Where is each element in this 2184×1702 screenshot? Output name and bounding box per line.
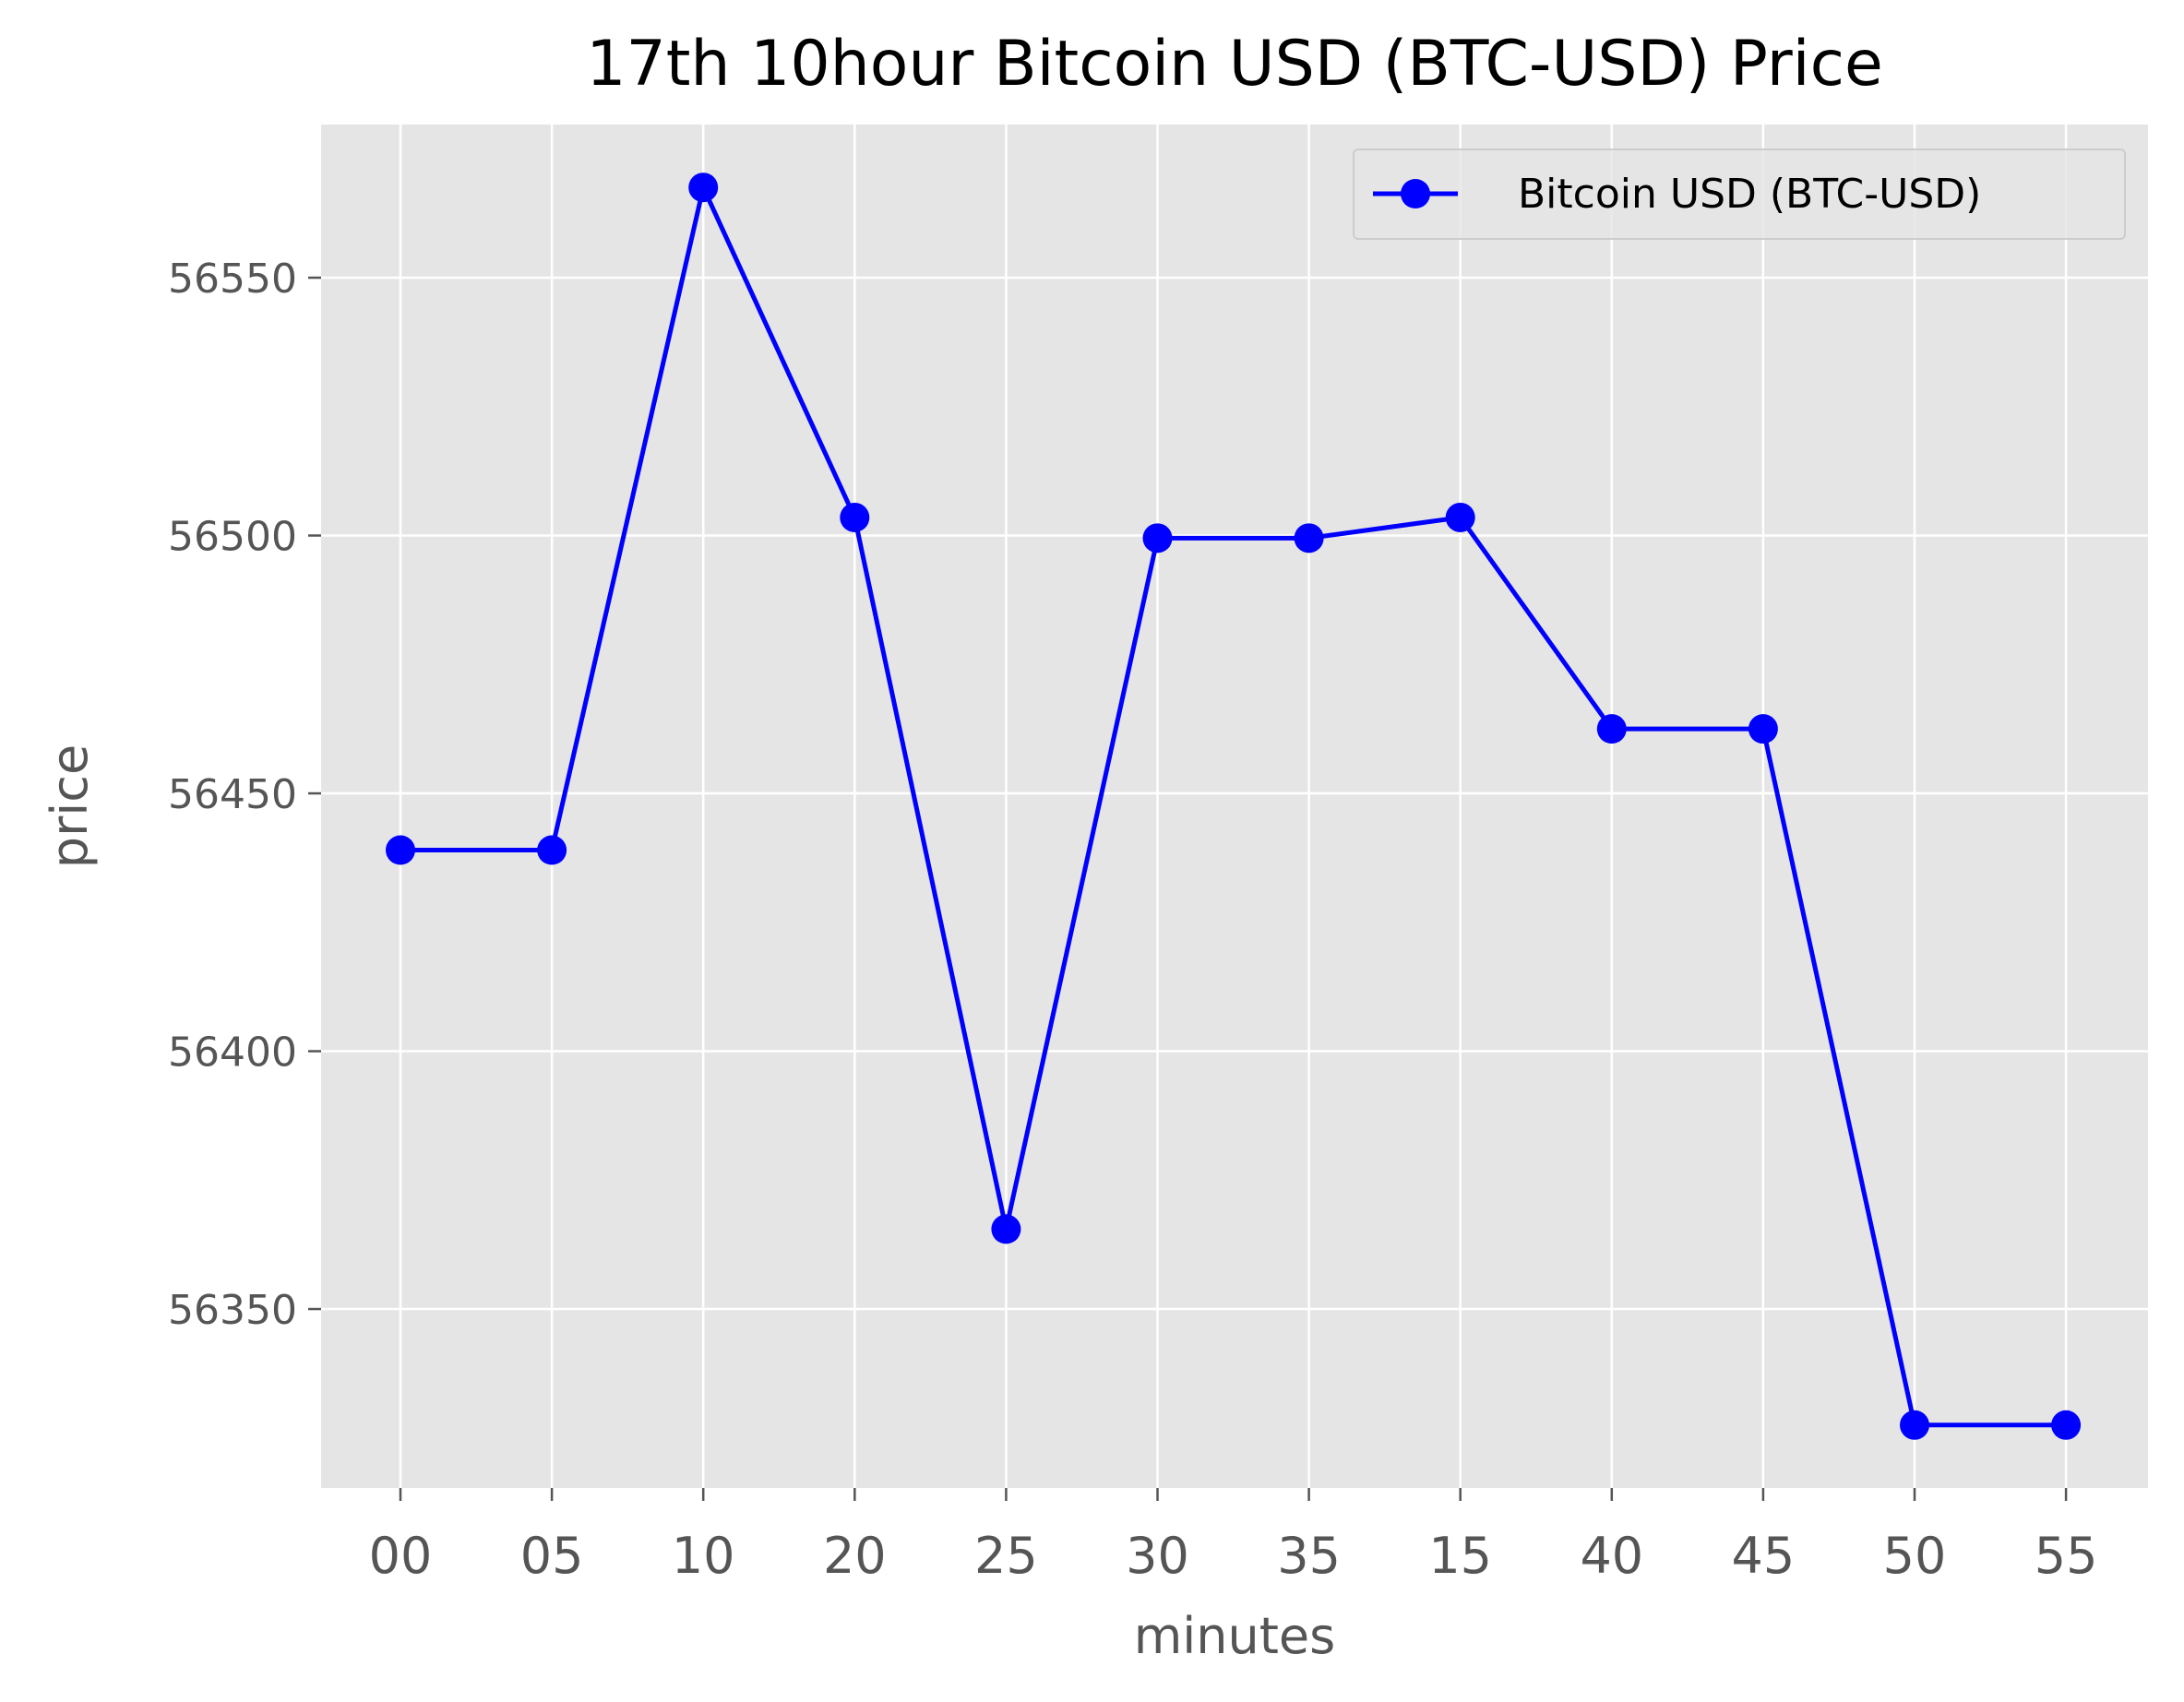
y-axis-label: price	[41, 744, 99, 868]
y-tick-labels: 56350 56400 56450 56500 56550	[168, 256, 297, 1334]
legend-label: Bitcoin USD (BTC-USD)	[1518, 171, 1981, 218]
x-tick-label: 50	[1883, 1527, 1947, 1585]
data-point	[840, 502, 870, 532]
x-axis-label: minutes	[1134, 1607, 1336, 1665]
x-tick-label: 35	[1277, 1527, 1341, 1585]
x-tick-label: 10	[672, 1527, 735, 1585]
series-line	[400, 180, 2067, 1428]
y-tick-label: 56500	[168, 514, 297, 561]
legend: Bitcoin USD (BTC-USD)	[1353, 149, 2126, 240]
data-point	[1596, 714, 1627, 744]
series-group	[386, 173, 2082, 1440]
data-point	[1445, 502, 1475, 532]
y-tick-label: 56400	[168, 1030, 297, 1077]
x-tick-label: 00	[369, 1527, 433, 1585]
x-tick-label: 55	[2035, 1527, 2098, 1585]
x-tick-label: 05	[520, 1527, 584, 1585]
x-tick-label: 25	[974, 1527, 1038, 1585]
legend-box	[1353, 149, 2126, 240]
grid-lines	[321, 125, 2148, 1488]
x-tick-label: 40	[1580, 1527, 1643, 1585]
x-tick-label: 20	[823, 1527, 887, 1585]
x-tick-labels: 00 05 10 20 25 30 35 15 40 45 50 55	[369, 1527, 2098, 1585]
data-point	[688, 173, 719, 203]
data-point	[1900, 1410, 1929, 1440]
data-point	[1294, 523, 1324, 553]
data-point	[991, 1214, 1021, 1244]
y-tick-label: 56450	[168, 771, 297, 818]
x-tick-label: 15	[1428, 1527, 1492, 1585]
data-point	[386, 835, 415, 865]
y-tick-label: 56550	[168, 256, 297, 303]
x-tick-label: 45	[1732, 1527, 1796, 1585]
y-tick-label: 56350	[168, 1287, 297, 1334]
legend-marker-swatch	[1401, 179, 1430, 208]
data-point	[2051, 1410, 2082, 1440]
data-point	[1748, 714, 1778, 744]
axis-ticks	[308, 276, 2068, 1501]
chart-title: 17th 10hour Bitcoin USD (BTC-USD) Price	[586, 28, 1883, 101]
data-point	[1142, 523, 1173, 553]
data-point	[537, 835, 567, 865]
plot-area	[321, 125, 2148, 1488]
x-tick-label: 30	[1126, 1527, 1189, 1585]
